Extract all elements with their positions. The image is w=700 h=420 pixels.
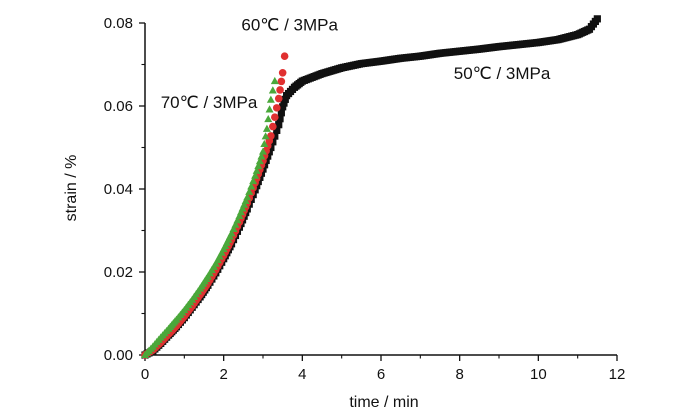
- series-annotation: 60℃ / 3MPa: [241, 15, 338, 34]
- series-annotation: 50℃ / 3MPa: [454, 64, 551, 83]
- data-point: [276, 115, 284, 123]
- data-point: [264, 114, 273, 123]
- y-tick-label: 0.04: [104, 181, 133, 198]
- data-point: [276, 86, 284, 94]
- x-tick-label: 2: [219, 366, 227, 383]
- x-tick-label: 8: [455, 366, 463, 383]
- labels: time / min strain / % 60℃ / 3MPa 70℃ / 3M…: [63, 15, 551, 411]
- data-point: [211, 259, 220, 267]
- data-point: [273, 126, 281, 134]
- data-point: [279, 103, 287, 111]
- data-point: [271, 132, 279, 140]
- data-point: [240, 200, 249, 208]
- axes: 0 2 4 6 8 10 12 0.00 0.02 0.04 0.06 0.08: [104, 15, 626, 383]
- data-point: [267, 132, 275, 140]
- data-point: [274, 94, 283, 103]
- data-point: [266, 95, 275, 103]
- data-point: [593, 15, 601, 23]
- data-point: [249, 176, 258, 185]
- y-tick-label: 0.06: [104, 98, 133, 115]
- data-point: [236, 208, 245, 216]
- data-point: [231, 220, 240, 228]
- data-point: [257, 152, 266, 160]
- data-point: [243, 193, 252, 201]
- data-point: [277, 109, 285, 117]
- y-axis-title: strain / %: [63, 155, 80, 222]
- data-point: [252, 166, 261, 174]
- series-2: [141, 76, 279, 358]
- x-tick-label: 0: [141, 366, 149, 383]
- data-point: [233, 216, 242, 224]
- data-point: [262, 124, 271, 132]
- x-tick-label: 6: [377, 366, 385, 383]
- data-point: [270, 76, 279, 85]
- data-point: [281, 95, 289, 103]
- y-tick-label: 0.08: [104, 15, 133, 32]
- y-tick-label: 0.00: [104, 347, 133, 364]
- data-point: [245, 187, 254, 195]
- data-point: [259, 147, 267, 155]
- data-point: [217, 248, 226, 256]
- x-axis-title: time / min: [349, 394, 418, 411]
- data-point: [280, 52, 289, 60]
- y-tick-label: 0.02: [104, 264, 133, 281]
- data-point: [254, 161, 263, 170]
- data-point: [260, 139, 269, 148]
- data-point: [215, 252, 224, 260]
- data-point: [241, 196, 250, 205]
- plot-area: [141, 15, 601, 359]
- x-tick-label: 4: [298, 366, 306, 383]
- data-point: [265, 105, 274, 113]
- data-point: [213, 255, 222, 264]
- data-point: [247, 182, 256, 190]
- data-point: [255, 157, 264, 165]
- data-point: [261, 132, 270, 140]
- x-tick-label: 12: [609, 366, 626, 383]
- data-point: [278, 69, 287, 77]
- data-point: [271, 113, 279, 122]
- data-point: [251, 171, 260, 179]
- data-point: [229, 224, 238, 233]
- data-point: [269, 122, 277, 131]
- series-annotation: 70℃ / 3MPa: [161, 93, 258, 112]
- data-point: [227, 229, 236, 237]
- data-point: [280, 99, 288, 107]
- data-point: [277, 77, 286, 86]
- x-tick-label: 10: [530, 366, 547, 383]
- data-point: [275, 121, 283, 129]
- data-point: [268, 86, 277, 94]
- data-point: [272, 104, 281, 112]
- data-point: [235, 211, 244, 219]
- data-point: [238, 204, 247, 212]
